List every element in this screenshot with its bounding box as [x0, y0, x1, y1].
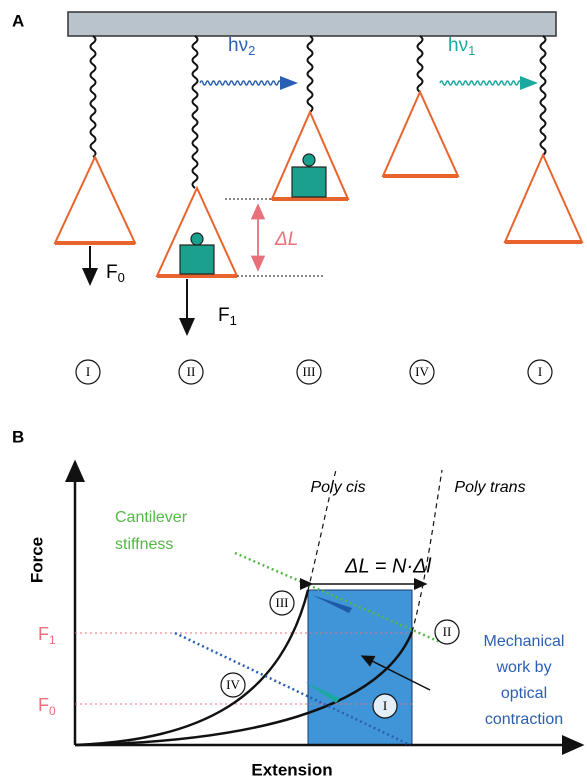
stage-label: IV	[415, 364, 429, 379]
panel-label: B	[12, 427, 24, 446]
support-bar	[68, 12, 556, 36]
spring	[193, 36, 198, 188]
work-label: Mechanical work by optical contraction	[484, 633, 565, 728]
delta-label: ΔL	[274, 229, 298, 250]
work-line: Mechanical	[484, 633, 565, 650]
stiffness-label: stiffness	[115, 536, 173, 553]
point-label: IV	[226, 677, 240, 692]
curve-label: Poly cis	[310, 479, 365, 496]
work-line: optical	[501, 685, 547, 702]
spring	[91, 36, 96, 157]
point-label: III	[276, 595, 289, 610]
stiffness-label: Cantilever	[115, 509, 188, 526]
force-level-label: F0	[38, 695, 56, 718]
photon-waves	[200, 76, 538, 90]
point-label: II	[443, 624, 452, 639]
stage-label: I	[538, 364, 542, 379]
photon-label: hν2	[228, 35, 255, 58]
work-line: contraction	[485, 711, 563, 728]
stage-label: III	[303, 364, 316, 379]
work-line: work by	[495, 659, 551, 676]
figure: A F0 F1 ΔL hν2 hν1 IIIIIIIVI B Force Ext…	[0, 0, 587, 782]
weights	[180, 154, 326, 274]
trans-extension	[412, 470, 442, 632]
spring	[541, 36, 546, 155]
stage-label: II	[187, 364, 196, 379]
x-axis-label: Extension	[251, 760, 332, 779]
force-label: F1	[218, 305, 237, 328]
wave	[440, 81, 524, 85]
wave-head	[520, 76, 538, 90]
y-axis-label: Force	[27, 537, 46, 583]
delta-equation: ΔL = N·Δl	[344, 555, 431, 577]
wave-head	[280, 76, 298, 90]
force-level-label: F1	[38, 624, 56, 647]
stage-label: I	[86, 364, 90, 379]
point-label: I	[383, 698, 387, 713]
cis-curve	[75, 590, 308, 745]
panel-label: A	[12, 11, 24, 30]
wave	[200, 81, 284, 85]
spring	[418, 36, 423, 92]
photon-label: hν1	[448, 35, 475, 58]
spring	[308, 36, 313, 112]
springs	[91, 36, 546, 188]
force-label: F0	[106, 262, 125, 285]
curve-label: Poly trans	[454, 479, 525, 496]
